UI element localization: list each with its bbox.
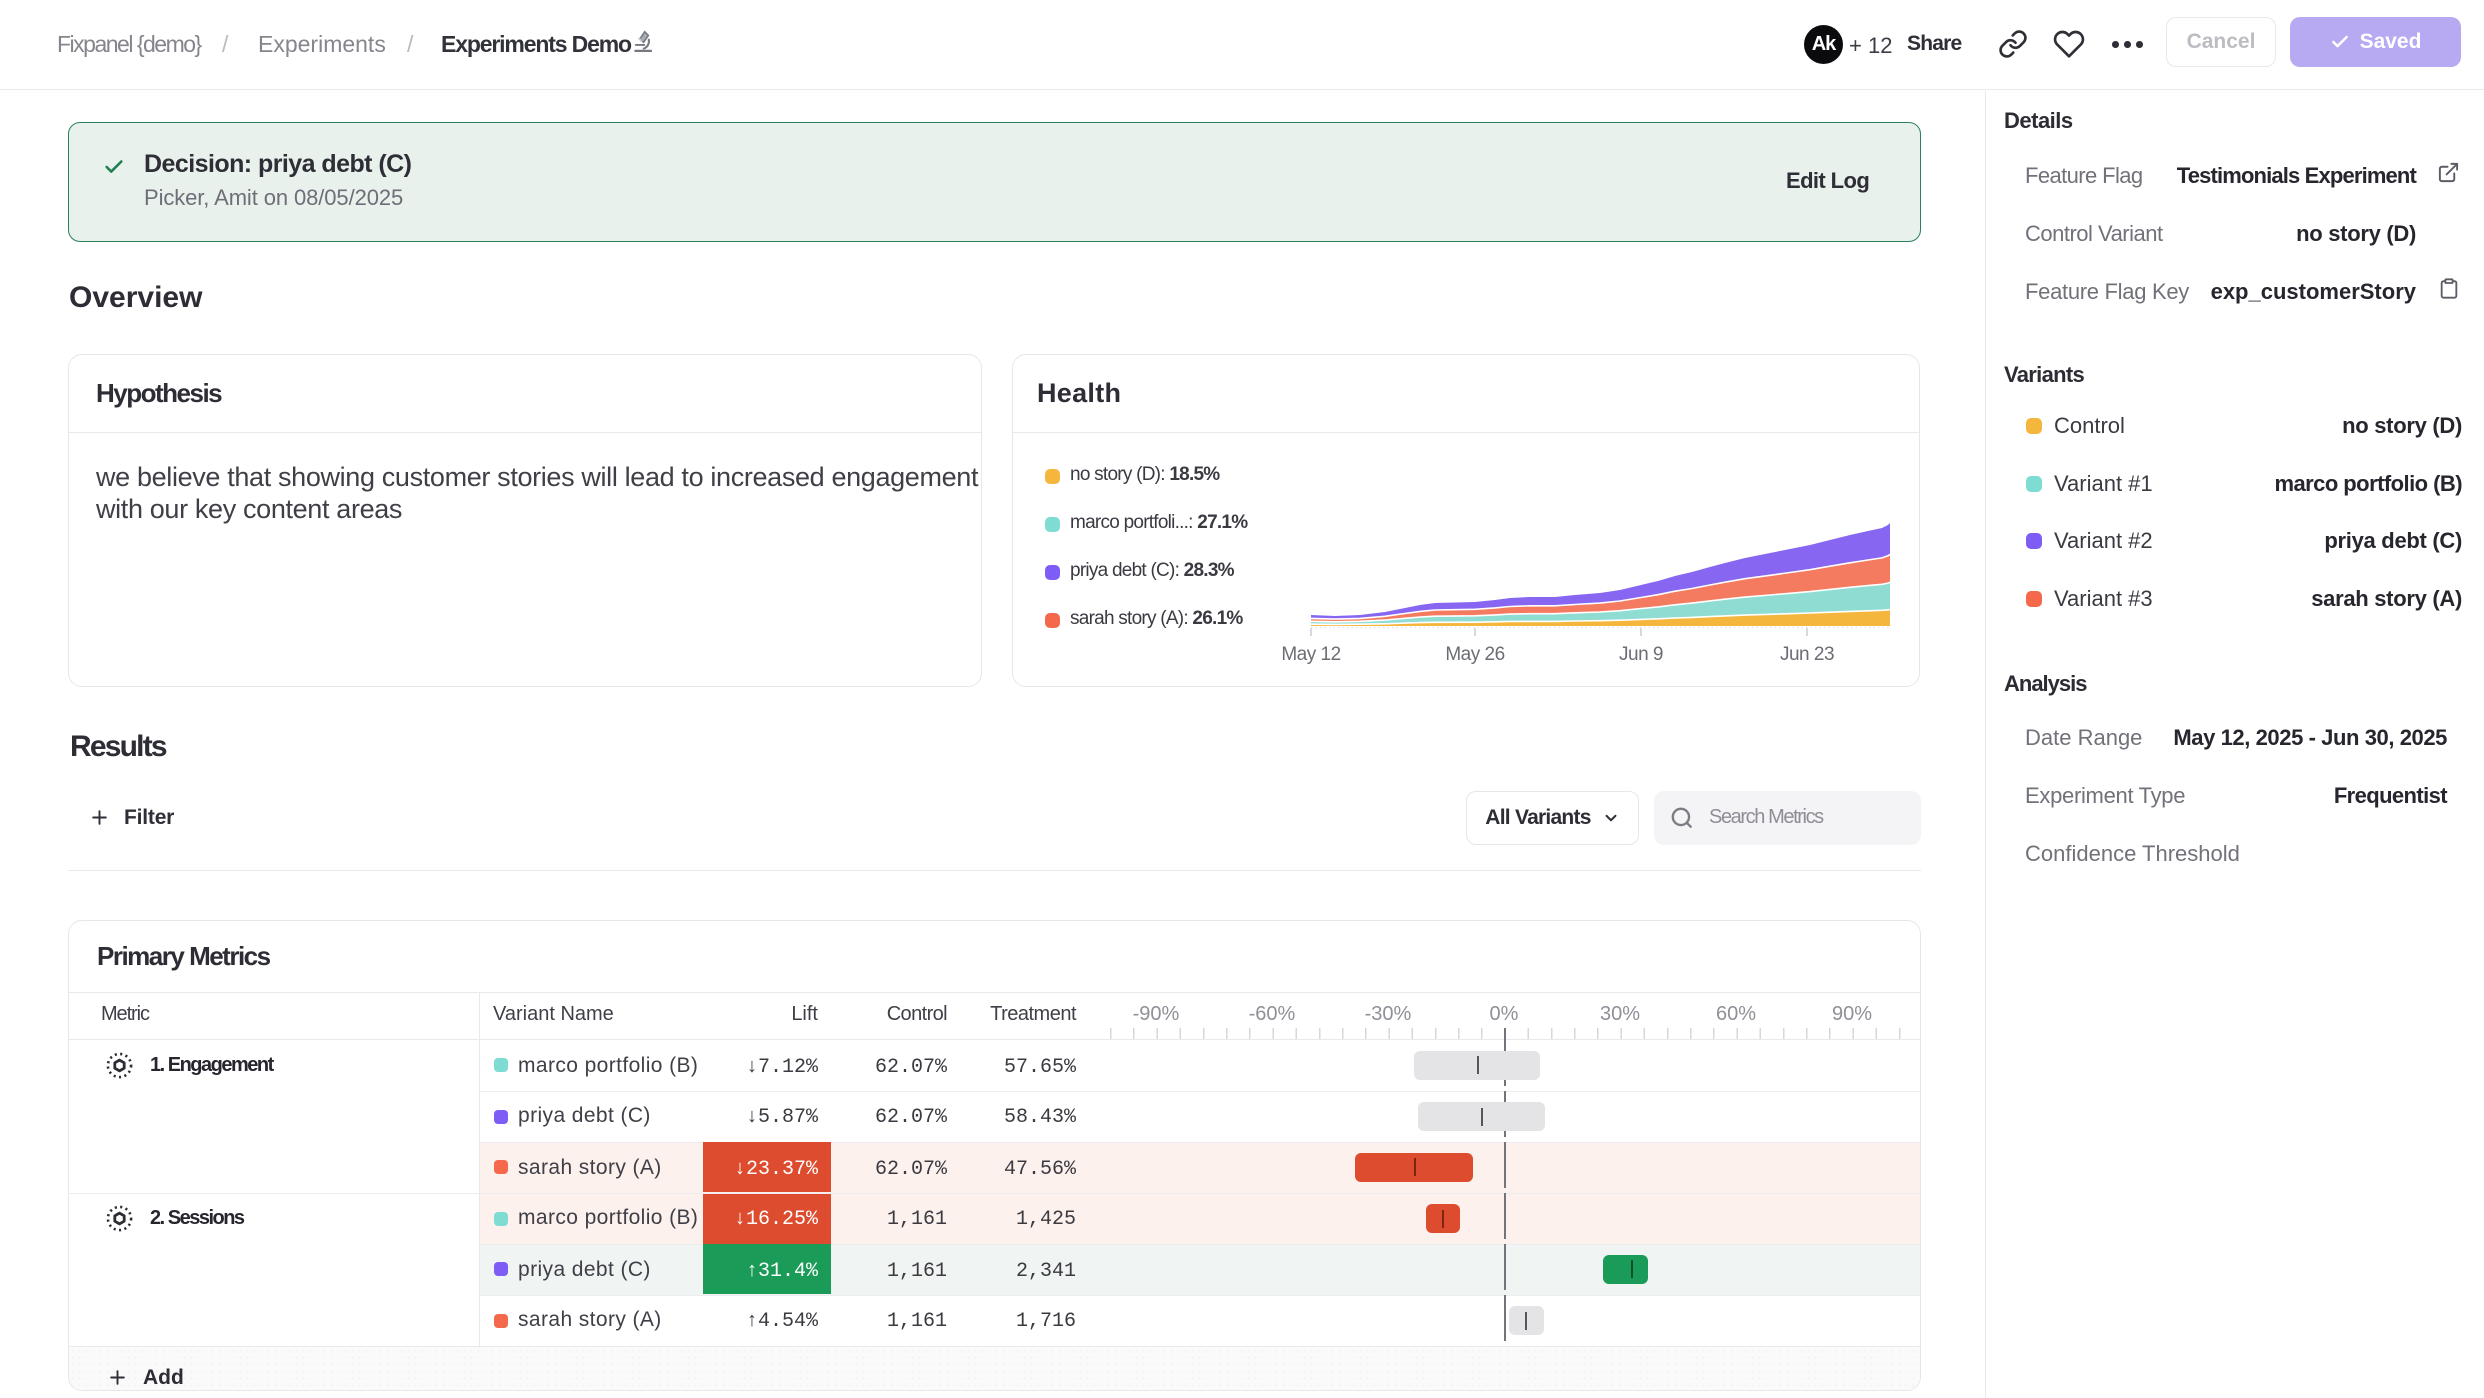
- svg-text:Jun 23: Jun 23: [1780, 644, 1834, 665]
- svg-text:Jun 9: Jun 9: [1619, 644, 1663, 665]
- svg-text:May 12: May 12: [1281, 644, 1340, 665]
- svg-text:May 26: May 26: [1445, 644, 1504, 665]
